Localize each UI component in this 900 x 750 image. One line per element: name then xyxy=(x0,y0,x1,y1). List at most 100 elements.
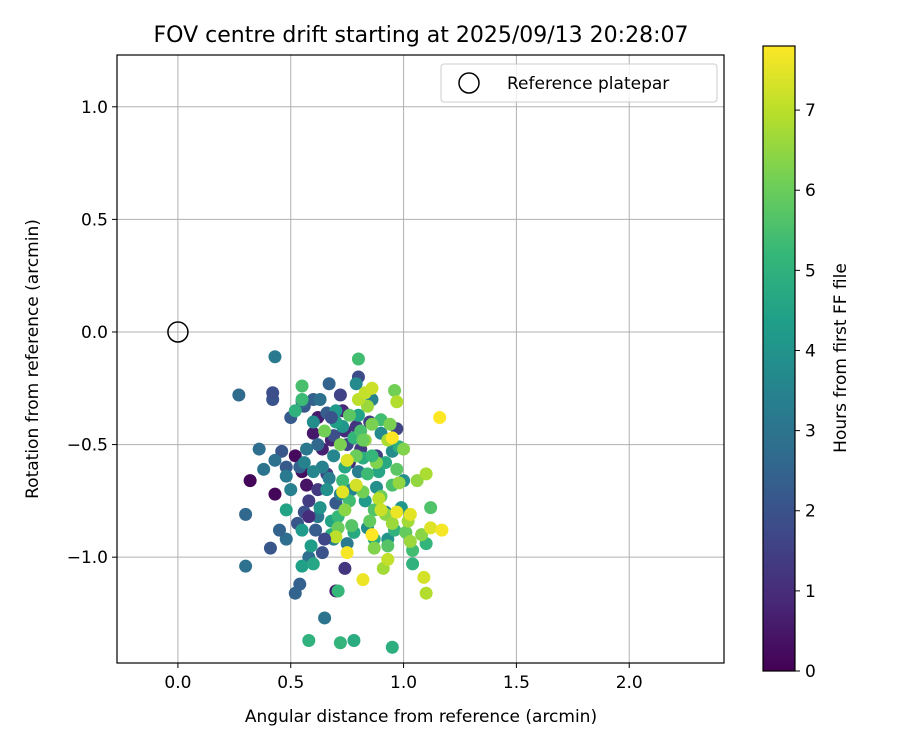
scatter-point xyxy=(333,438,347,452)
y-tick-label: −1.0 xyxy=(67,548,108,568)
x-axis-ticks: 0.0 0.5 1.0 1.5 2.0 xyxy=(164,663,643,693)
scatter-point xyxy=(297,456,311,470)
scatter-point xyxy=(433,411,447,425)
reference-platepar-marker xyxy=(167,321,189,343)
scatter-point xyxy=(252,442,266,456)
scatter-point xyxy=(279,469,293,483)
scatter-point xyxy=(349,478,363,492)
scatter-point xyxy=(417,570,431,584)
scatter-point xyxy=(304,539,318,553)
y-tick-label: 1.0 xyxy=(81,98,108,118)
scatter-point xyxy=(374,503,388,517)
scatter-point xyxy=(351,408,365,422)
colorbar-tick-label: 3 xyxy=(805,422,816,442)
scatter-point xyxy=(284,483,298,497)
x-tick-label: 1.5 xyxy=(503,673,530,693)
scatter-point xyxy=(293,577,307,591)
scatter-point xyxy=(268,487,282,501)
scatter-point xyxy=(333,636,347,650)
scatter-point xyxy=(340,453,354,467)
scatter-point xyxy=(266,386,280,400)
scatter-point xyxy=(388,384,402,398)
scatter-point xyxy=(338,561,352,575)
scatter-point xyxy=(306,465,320,479)
scatter-point xyxy=(320,483,334,497)
scatter-point xyxy=(324,411,338,425)
scatter-point xyxy=(306,415,320,429)
scatter-point xyxy=(318,611,332,625)
y-axis-ticks: −1.0 −0.5 0.0 0.5 1.0 xyxy=(67,98,117,568)
scatter-point xyxy=(318,532,332,546)
legend: Reference platepar xyxy=(440,63,718,103)
scatter-point xyxy=(406,557,420,571)
y-tick-label: 0.5 xyxy=(81,210,108,230)
scatter-point xyxy=(403,534,417,548)
plot-frame xyxy=(116,54,725,664)
scatter-point xyxy=(435,523,449,537)
legend-label: Reference platepar xyxy=(507,74,669,94)
grid-lines xyxy=(117,55,724,663)
scatter-point xyxy=(342,408,356,422)
scatter-point xyxy=(333,388,347,402)
scatter-point xyxy=(397,442,411,456)
scatter-point xyxy=(365,381,379,395)
scatter-point xyxy=(239,559,253,573)
scatter-point xyxy=(327,449,341,463)
scatter-point xyxy=(349,377,363,391)
colorbar-gradient xyxy=(762,45,796,672)
scatter-point xyxy=(306,426,320,440)
scatter-point xyxy=(329,530,343,544)
colorbar-ticks: 0 1 2 3 4 5 6 7 xyxy=(795,101,816,682)
scatter-point xyxy=(336,485,350,499)
scatter-point xyxy=(340,546,354,560)
colorbar-tick-label: 1 xyxy=(805,582,816,602)
scatter-point xyxy=(239,507,253,521)
scatter-point xyxy=(331,584,345,598)
scatter-point xyxy=(322,471,336,485)
scatter-point xyxy=(403,507,417,521)
scatter-point xyxy=(415,528,429,542)
scatter-point xyxy=(347,633,361,647)
scatter-point xyxy=(288,404,302,418)
y-tick-label: −0.5 xyxy=(67,436,108,456)
scatter-point xyxy=(311,438,325,452)
scatter-point xyxy=(385,431,399,445)
scatter-point xyxy=(379,456,393,470)
scatter-point xyxy=(268,453,282,467)
chart-title: FOV centre drift starting at 2025/09/13 … xyxy=(154,23,689,48)
scatter-point xyxy=(390,462,404,476)
colorbar-tick-label: 5 xyxy=(805,261,816,281)
scatter-point xyxy=(365,528,379,542)
scatter-point xyxy=(268,350,282,364)
scatter-point xyxy=(288,449,302,463)
scatter-point xyxy=(390,395,404,409)
scatter-point xyxy=(275,444,289,458)
scatter-point xyxy=(315,546,329,560)
scatter-point xyxy=(300,442,314,456)
legend-box xyxy=(440,63,718,103)
scatter-point xyxy=(338,503,352,517)
x-axis-label: Angular distance from reference (arcmin) xyxy=(245,707,597,727)
scatter-point xyxy=(306,557,320,571)
scatter-point xyxy=(340,537,354,551)
scatter-point xyxy=(356,433,370,447)
x-tick-label: 0.5 xyxy=(277,673,304,693)
scatter-point xyxy=(385,516,399,530)
scatter-point xyxy=(300,478,314,492)
scatter-point xyxy=(360,399,374,413)
colorbar-tick-label: 4 xyxy=(805,341,816,361)
x-tick-label: 0.0 xyxy=(164,673,191,693)
scatter-points xyxy=(232,350,449,654)
scatter-point xyxy=(424,521,438,535)
scatter-point xyxy=(257,462,271,476)
scatter-point xyxy=(279,503,293,517)
scatter-point xyxy=(295,393,309,407)
scatter-point xyxy=(295,379,309,393)
scatter-point xyxy=(365,449,379,463)
x-tick-label: 1.0 xyxy=(390,673,417,693)
colorbar-tick-label: 6 xyxy=(805,181,816,201)
scatter-point xyxy=(302,510,316,524)
colorbar-tick-label: 2 xyxy=(805,502,816,522)
scatter-point xyxy=(381,552,395,566)
x-tick-label: 2.0 xyxy=(616,673,643,693)
